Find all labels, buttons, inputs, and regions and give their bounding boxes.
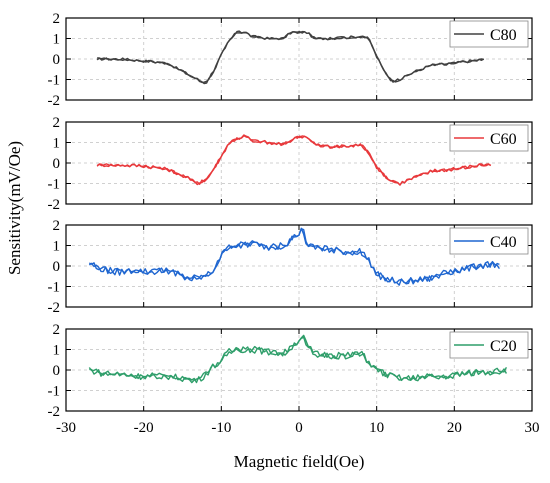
x-tick-label: 20 [447, 420, 462, 436]
panel-c20: -2 -1 0 1 2 C20 [48, 322, 533, 420]
series-line-c80 [96, 30, 485, 84]
y-tick-label: 2 [53, 11, 61, 27]
legend-c80: C80 [449, 20, 529, 48]
legend-c60: C60 [449, 124, 529, 152]
y-tick-label: 0 [53, 52, 61, 68]
x-tick-label: -30 [56, 420, 76, 436]
y-tick-label: -1 [48, 280, 61, 296]
panels-group: -2 -1 0 1 2 C80 -2 -1 0 1 2 C60 -2 -1 0 1 2 C40 -2 -1 0 1 2 C20 [48, 11, 533, 420]
legend-c40: C40 [449, 227, 529, 255]
series-line-c80 [97, 30, 484, 85]
panel-c80: -2 -1 0 1 2 C80 [48, 11, 533, 109]
y-tick-label: -2 [48, 300, 61, 316]
y-tick-label: 1 [53, 32, 61, 48]
x-axis-title: Magnetic field(Oe) [234, 452, 365, 471]
legend-label: C60 [490, 131, 517, 148]
legend-label: C20 [490, 338, 517, 355]
panel-c60: -2 -1 0 1 2 C60 [48, 115, 533, 213]
series-line-c60 [96, 135, 492, 186]
y-tick-label: 0 [53, 363, 61, 379]
series-line-c20 [88, 336, 508, 384]
series-line-c40 [88, 228, 500, 286]
y-tick-label: -2 [48, 93, 61, 109]
panel-c40: -2 -1 0 1 2 C40 [48, 218, 533, 316]
x-tick-label: 10 [369, 420, 384, 436]
y-tick-label: -1 [48, 384, 61, 400]
y-tick-label: 1 [53, 239, 61, 255]
y-tick-label: -2 [48, 404, 61, 420]
y-tick-label: -1 [48, 73, 61, 89]
y-tick-label: 0 [53, 156, 61, 172]
legend-c20: C20 [449, 331, 529, 359]
y-axis-title: Sensitivity(mV/Oe) [5, 141, 24, 275]
y-tick-label: 2 [53, 218, 61, 234]
x-tick-label: -20 [134, 420, 154, 436]
x-tick-label: 0 [295, 420, 303, 436]
y-tick-label: -1 [48, 177, 61, 193]
y-tick-label: 2 [53, 322, 61, 338]
x-tick-label: 30 [525, 420, 540, 436]
series-line-c60 [96, 134, 492, 186]
legend-label: C40 [490, 234, 517, 251]
y-tick-label: 0 [53, 259, 61, 275]
y-tick-label: 2 [53, 115, 61, 131]
legend-label: C80 [490, 27, 517, 44]
y-tick-label: 1 [53, 343, 61, 359]
y-tick-label: 1 [53, 136, 61, 152]
x-tick-label: -10 [211, 420, 231, 436]
y-tick-label: -2 [48, 197, 61, 213]
x-axis: -30 -20 -10 0 10 20 30 [56, 420, 540, 436]
